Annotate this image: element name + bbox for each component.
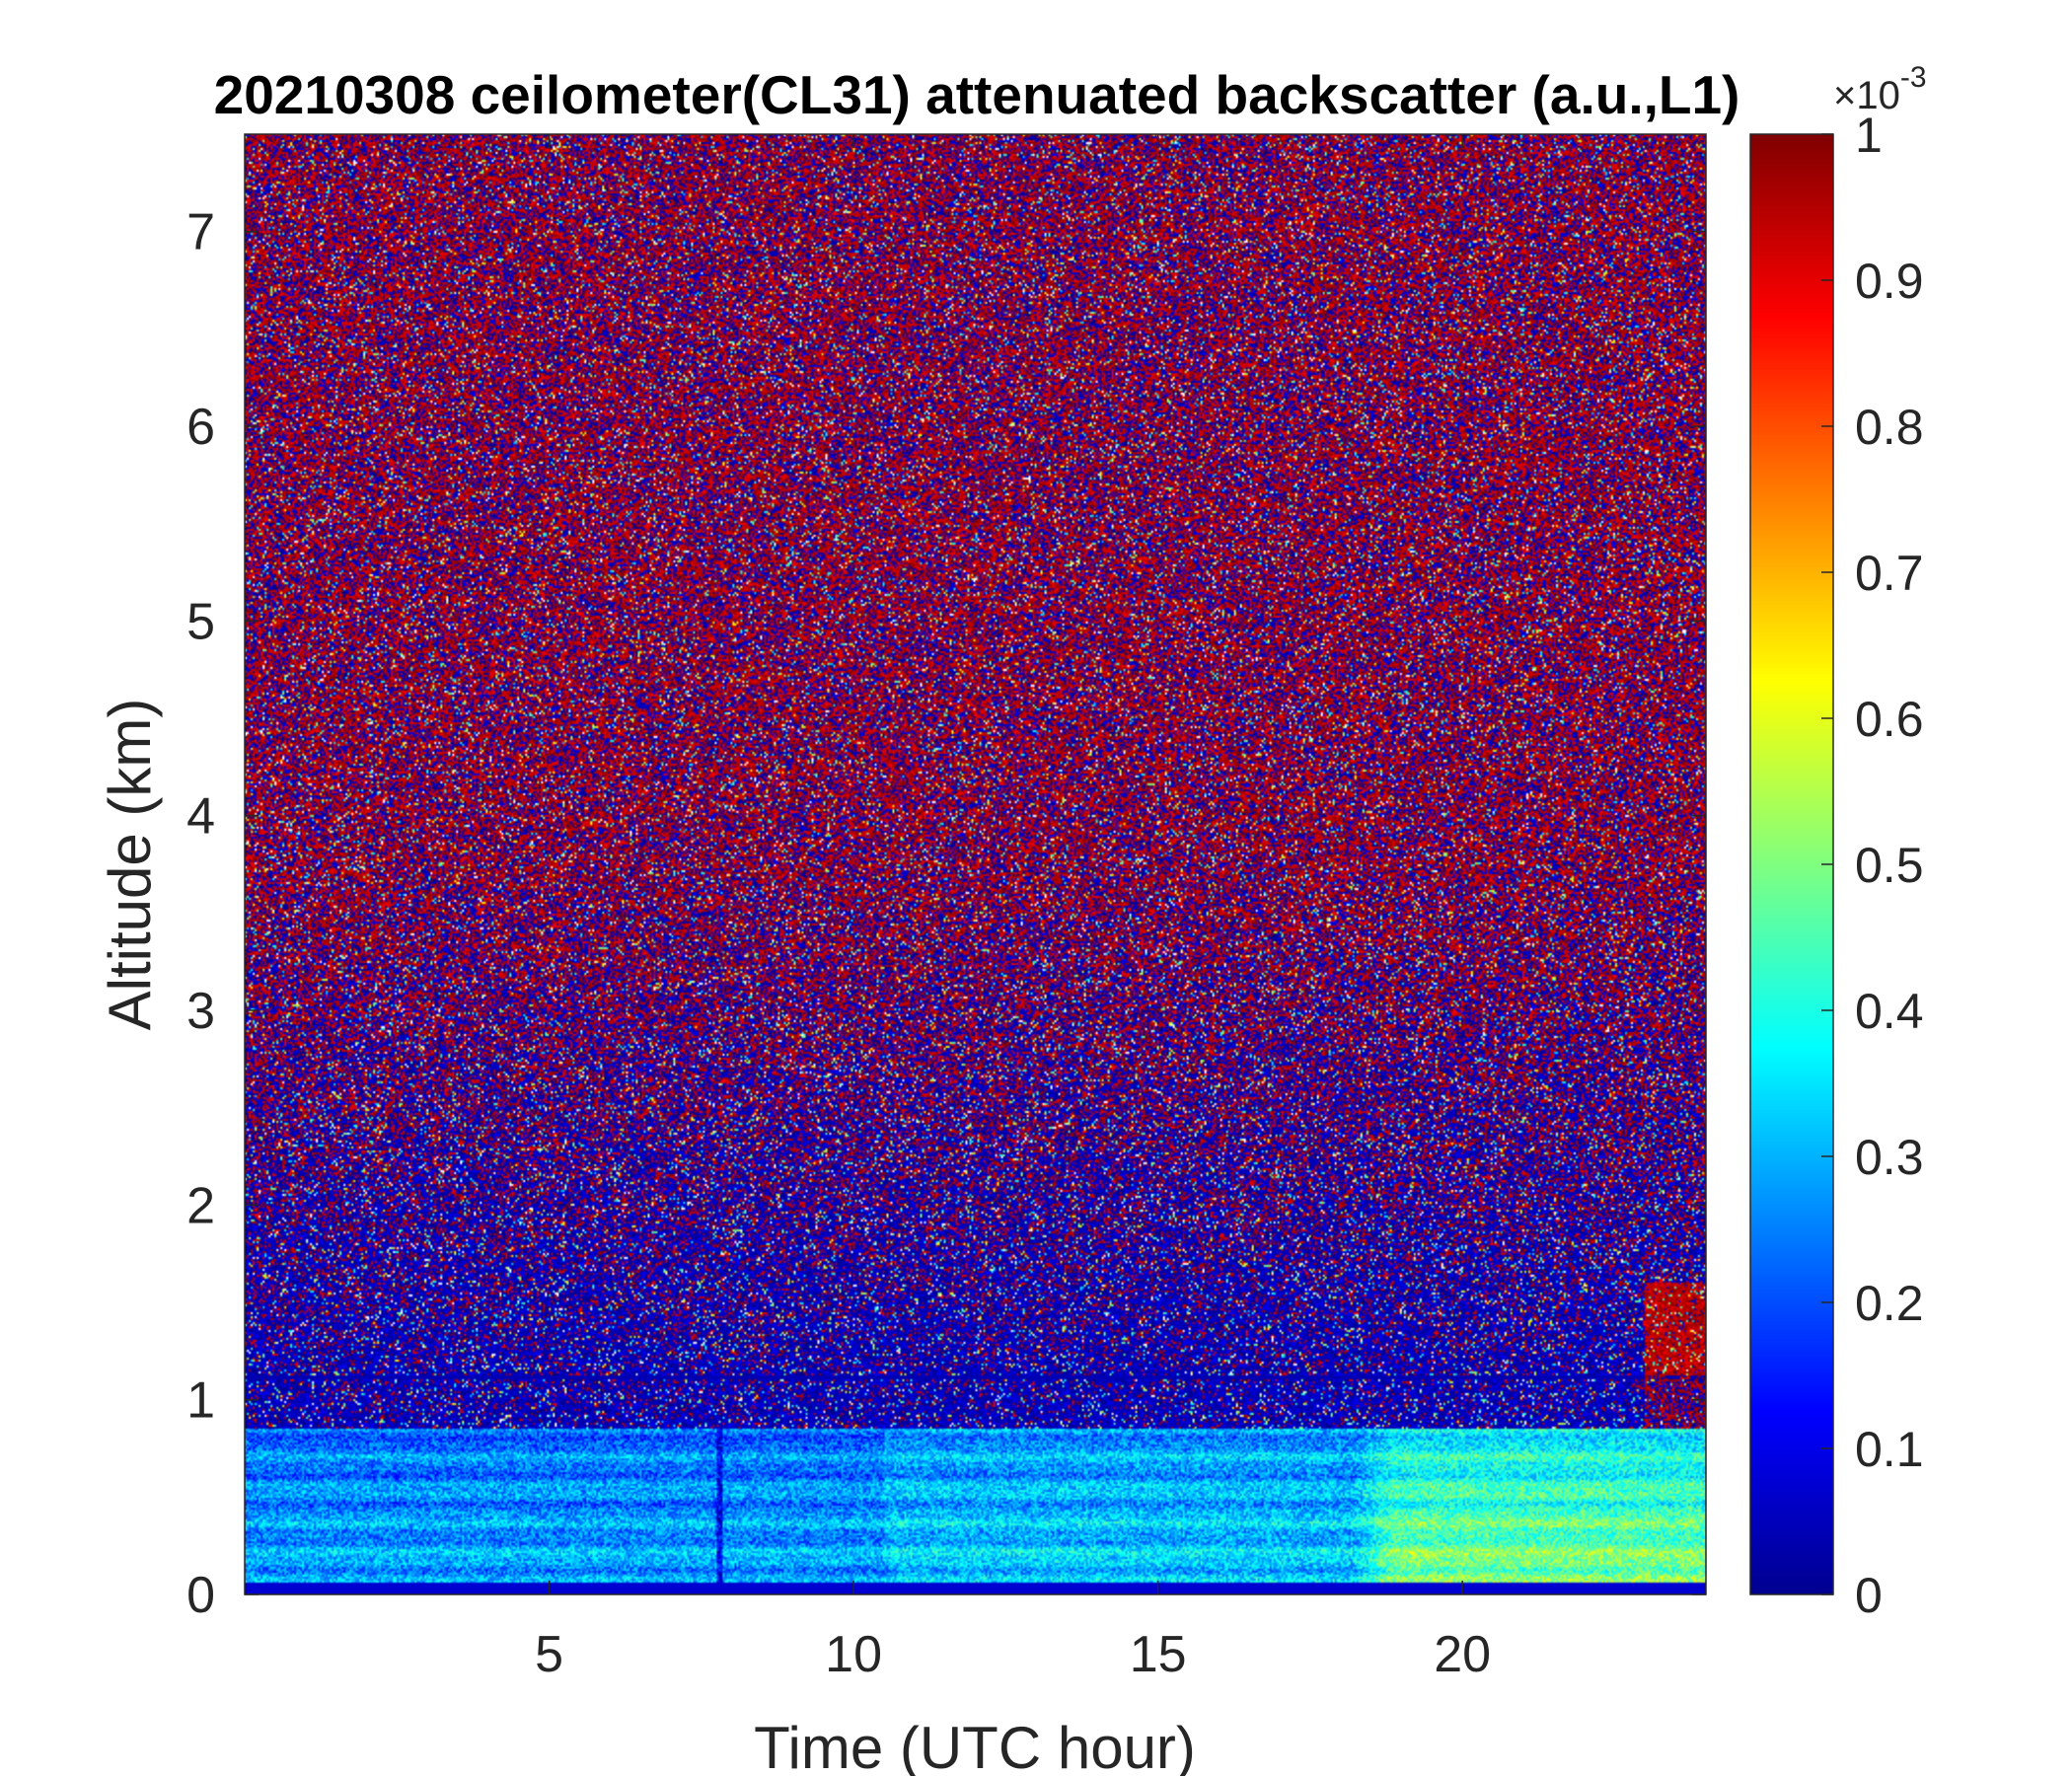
x-tick-label: 5 bbox=[535, 1626, 563, 1683]
heatmap-area bbox=[245, 134, 1706, 1594]
axes-frame bbox=[244, 133, 1707, 1595]
colorbar-ticks: 0 0.1 0.2 0.3 0.4 0.5 0.6 0.7 0.8 0.9 1 bbox=[1821, 108, 1924, 1623]
colorbar-tick-label: 0.9 bbox=[1855, 254, 1924, 309]
colorbar-tick-label: 0.1 bbox=[1855, 1422, 1924, 1477]
colorbar-tick-label: 0.8 bbox=[1855, 400, 1924, 455]
colorbar-tick-label: 1 bbox=[1855, 108, 1883, 163]
colorbar-exponent-base: ×10 bbox=[1833, 74, 1900, 117]
colorbar-tick-label: 0.2 bbox=[1855, 1276, 1924, 1331]
y-tick-label: 4 bbox=[186, 788, 215, 846]
colorbar-tick-label: 0.4 bbox=[1855, 984, 1924, 1039]
x-axis-ticks: 5 10 15 20 bbox=[535, 134, 1491, 1683]
y-axis-label: Altitude (km) bbox=[97, 699, 163, 1031]
x-tick-label: 10 bbox=[825, 1626, 882, 1683]
y-tick-label: 5 bbox=[186, 593, 215, 650]
colorbar-gradient bbox=[1749, 133, 1834, 1595]
colorbar-tick-label: 0.3 bbox=[1855, 1130, 1924, 1185]
chart-title: 20210308 ceilometer(CL31) attenuated bac… bbox=[214, 64, 1740, 125]
x-axis-label: Time (UTC hour) bbox=[754, 1715, 1196, 1776]
y-tick-label: 6 bbox=[186, 399, 215, 456]
x-tick-label: 20 bbox=[1434, 1626, 1491, 1683]
colorbar-tick-label: 0.7 bbox=[1855, 546, 1924, 601]
y-axis-ticks: 0 1 2 3 4 5 6 7 bbox=[186, 204, 1706, 1624]
colorbar-tick-label: 0.5 bbox=[1855, 838, 1924, 893]
colorbar-tick-label: 0.6 bbox=[1855, 692, 1924, 747]
colorbar: 0 0.1 0.2 0.3 0.4 0.5 0.6 0.7 0.8 0.9 1 ×10-3 bbox=[1749, 61, 1927, 1623]
y-tick-label: 0 bbox=[186, 1567, 215, 1624]
y-tick-label: 1 bbox=[186, 1372, 215, 1430]
colorbar-exponent: ×10-3 bbox=[1833, 61, 1927, 117]
colorbar-exponent-power: -3 bbox=[1900, 61, 1927, 94]
colorbar-tick-label: 0 bbox=[1855, 1568, 1883, 1623]
heatmap-image bbox=[245, 134, 1706, 1594]
x-tick-label: 15 bbox=[1130, 1626, 1187, 1683]
y-tick-label: 2 bbox=[186, 1177, 215, 1234]
y-tick-label: 3 bbox=[186, 983, 215, 1040]
y-tick-label: 7 bbox=[186, 204, 215, 261]
